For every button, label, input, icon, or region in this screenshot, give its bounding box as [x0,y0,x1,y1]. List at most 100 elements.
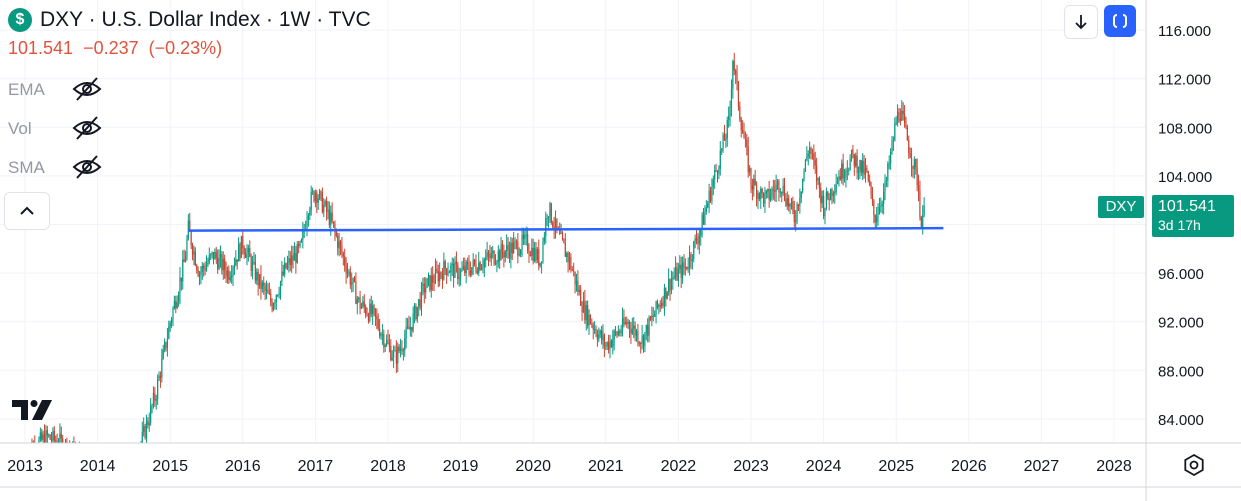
candle-body [624,322,626,325]
candle-body [529,254,532,256]
candle-body [533,248,536,262]
candle-body [253,261,255,263]
candle-body [751,185,753,190]
candle-body [659,305,661,307]
candle-body [370,303,372,315]
support-trend-line[interactable] [188,226,944,232]
candle [853,153,855,176]
candle-body [295,252,297,263]
indicator-sma[interactable]: SMA [8,155,102,179]
candle [814,151,816,174]
candle [580,285,582,306]
indicator-ema[interactable]: EMA [8,77,102,101]
fullscreen-button[interactable] [1104,5,1136,37]
candle [829,188,832,201]
candle [489,244,491,262]
candle [606,341,608,350]
candle-body [244,253,247,258]
download-button[interactable] [1064,5,1098,39]
candle [359,290,361,315]
candle-body [705,207,707,212]
candle [299,240,301,249]
candle-body [654,314,656,317]
candle [782,178,784,197]
indicator-vol[interactable]: Vol [8,116,102,140]
candle-body [222,258,224,271]
candle-body [310,191,312,211]
candle [849,154,851,171]
candle-body [616,332,618,336]
candle [154,387,156,407]
candle [684,258,686,276]
candle-body [645,325,647,333]
candle [408,315,410,330]
candle-body [747,146,749,173]
candle [923,197,925,218]
candle-body [325,201,328,212]
candle-body [170,319,173,323]
candle [749,165,751,176]
candle-body [820,188,822,204]
candle-body [212,251,215,260]
candle [475,254,477,274]
candle [680,256,682,289]
candle [225,261,227,283]
candle-body [647,325,649,336]
candle [790,197,793,210]
candle [150,398,152,426]
candle-body [606,342,608,347]
candle [902,102,904,121]
collapse-legend-button[interactable] [4,192,50,230]
candle [571,266,573,272]
candle-body [260,274,262,289]
candle [351,272,353,293]
candle-body [881,203,883,207]
candle [922,204,924,235]
candle [207,257,209,268]
drawing-layer[interactable] [188,226,944,232]
candle-body [399,348,402,351]
candle-body [358,297,360,300]
candle [607,334,610,354]
candle-body [757,193,759,199]
candle-body [198,274,201,277]
candle [289,251,291,272]
candle [291,245,293,273]
candle [383,329,385,353]
candle [540,261,543,274]
candle-body [853,154,855,167]
candle-body [869,180,871,186]
candle [649,315,652,322]
candle-body [634,325,636,336]
eye-hidden-icon[interactable] [72,154,102,180]
candle [602,324,604,349]
candle-body [243,248,245,254]
candle [360,302,363,310]
candle [885,176,888,188]
eye-hidden-icon[interactable] [72,76,102,102]
candle-body [788,198,790,207]
candle [300,238,303,244]
candle-body [256,271,258,281]
grid-layer [0,0,1146,443]
candle [183,249,185,263]
candle [884,174,886,201]
candle [306,211,308,237]
candle-body [874,214,876,223]
symbol-title[interactable]: DXY · U.S. Dollar Index · 1W · TVC [40,8,371,31]
settings-gear-icon[interactable] [1182,453,1206,477]
candle-body [718,169,720,174]
candle-body [852,149,854,155]
candle-body [443,261,445,280]
candle [714,164,716,189]
candle-body [884,181,886,192]
candle-body [698,235,700,244]
eye-hidden-icon[interactable] [72,115,102,141]
candle-body [549,203,551,217]
candle-body [527,234,529,251]
candle-body [381,334,384,335]
candle-body [307,215,310,220]
candle [894,117,896,142]
